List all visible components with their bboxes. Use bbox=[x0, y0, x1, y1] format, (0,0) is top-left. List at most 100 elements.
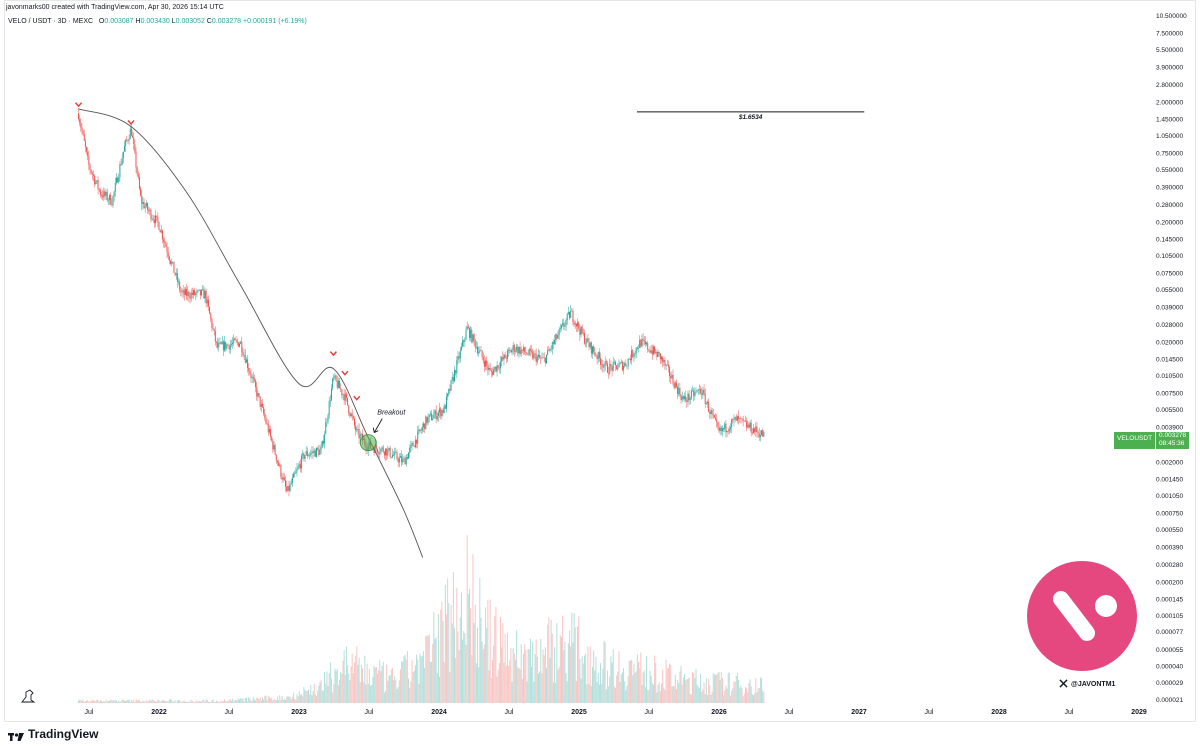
volume-bar bbox=[687, 678, 689, 703]
candle-body bbox=[482, 356, 484, 361]
volume-bar bbox=[387, 680, 389, 703]
breakout-label: Breakout bbox=[377, 410, 406, 417]
tradingview-brand[interactable]: TradingView bbox=[8, 727, 98, 741]
volume-bar bbox=[243, 701, 245, 703]
candle-body bbox=[534, 353, 536, 355]
candle-body bbox=[119, 164, 121, 178]
volume-bar bbox=[704, 694, 706, 703]
candle-body bbox=[516, 346, 518, 351]
candle-body bbox=[566, 314, 568, 321]
candle-body bbox=[633, 354, 635, 357]
volume-bar bbox=[157, 699, 159, 703]
candle-body bbox=[397, 459, 399, 463]
volume-bar bbox=[756, 692, 758, 703]
symbol-legend[interactable]: VELO / USDT · 3D · MEXC O0.003087 H0.003… bbox=[8, 18, 307, 25]
candle-body bbox=[427, 417, 429, 423]
candle-body bbox=[613, 361, 615, 363]
candle-body bbox=[220, 342, 222, 345]
volume-bar bbox=[158, 700, 160, 703]
volume-bar bbox=[708, 679, 710, 703]
volume-bar bbox=[533, 681, 535, 703]
candle-body bbox=[298, 464, 300, 467]
top-marker-icon bbox=[353, 395, 361, 401]
candle-body bbox=[122, 151, 124, 158]
candle-body bbox=[762, 430, 764, 437]
volume-bar bbox=[248, 697, 250, 703]
volume-bar bbox=[385, 690, 387, 703]
volume-bar bbox=[560, 637, 562, 703]
volume-bar bbox=[578, 616, 580, 703]
volume-bar bbox=[350, 666, 352, 703]
volume-bar bbox=[352, 673, 354, 703]
candle-body bbox=[168, 256, 170, 261]
volume-bar bbox=[118, 700, 120, 703]
candle-body bbox=[508, 350, 510, 351]
candle-body bbox=[537, 354, 539, 357]
candle-body bbox=[148, 210, 150, 211]
candle-body bbox=[546, 354, 548, 364]
candle-body bbox=[358, 429, 360, 439]
candle-body bbox=[237, 342, 239, 347]
volume-bar bbox=[432, 643, 434, 703]
candle-body bbox=[558, 329, 560, 335]
volume-bar bbox=[210, 701, 212, 703]
price-tick-label: 2.800000 bbox=[1156, 82, 1183, 89]
volume-bar bbox=[620, 674, 622, 703]
volume-bar bbox=[547, 624, 549, 703]
candle-body bbox=[639, 339, 641, 348]
candle-body bbox=[734, 416, 736, 419]
volume-bar bbox=[232, 698, 234, 703]
candle-body bbox=[459, 350, 461, 359]
price-tick-label: 0.000750 bbox=[1156, 511, 1183, 518]
candle-body bbox=[528, 348, 530, 355]
candle-body bbox=[81, 127, 83, 131]
volume-bar bbox=[525, 649, 527, 703]
volume-bar bbox=[189, 701, 191, 703]
volume-bar bbox=[715, 674, 717, 703]
candle-body bbox=[353, 418, 355, 426]
candle-body bbox=[261, 403, 263, 407]
candle-body bbox=[606, 363, 608, 373]
candle-body bbox=[355, 425, 357, 431]
candle-body bbox=[612, 361, 614, 371]
candle-body bbox=[505, 358, 507, 359]
candle-body bbox=[748, 424, 750, 428]
volume-bar bbox=[511, 682, 513, 703]
volume-bar bbox=[228, 699, 230, 703]
volume-bar bbox=[150, 700, 152, 703]
candle-body bbox=[485, 360, 487, 367]
candle-body bbox=[212, 327, 214, 329]
volume-bar bbox=[735, 676, 737, 703]
volume-bar bbox=[673, 685, 675, 703]
change-value: +0.000191 (+6.19%) bbox=[243, 18, 307, 25]
volume-bar bbox=[159, 702, 161, 703]
volume-bar bbox=[458, 650, 460, 703]
volume-bar bbox=[642, 672, 644, 703]
price-tick-label: 0.550000 bbox=[1156, 167, 1183, 174]
volume-bar bbox=[593, 650, 595, 703]
candle-body bbox=[351, 413, 353, 417]
volume-bar bbox=[378, 670, 380, 703]
volume-bar bbox=[603, 640, 605, 703]
price-chart[interactable]: $1.6534 Breakout 10.500000 7.500000 5.50000… bbox=[0, 0, 1200, 722]
candle-body bbox=[321, 440, 323, 447]
candle-body bbox=[350, 413, 352, 416]
volume-bar bbox=[144, 701, 146, 703]
volume-bar bbox=[424, 667, 426, 703]
candle-body bbox=[527, 354, 529, 356]
volume-bar bbox=[205, 699, 207, 703]
candle-body bbox=[258, 393, 260, 397]
candle-body bbox=[756, 426, 758, 433]
volume-bar bbox=[508, 666, 510, 703]
volume-bar bbox=[137, 700, 139, 703]
volume-bar bbox=[359, 682, 361, 703]
volume-bar bbox=[548, 617, 550, 703]
candle-body bbox=[711, 410, 713, 415]
volume-bar bbox=[272, 700, 274, 703]
volume-bar bbox=[732, 688, 734, 703]
candle-body bbox=[689, 397, 691, 401]
candle-body bbox=[245, 359, 247, 363]
volume-bar bbox=[509, 660, 511, 703]
candle-body bbox=[344, 393, 346, 401]
candle-body bbox=[318, 449, 320, 455]
